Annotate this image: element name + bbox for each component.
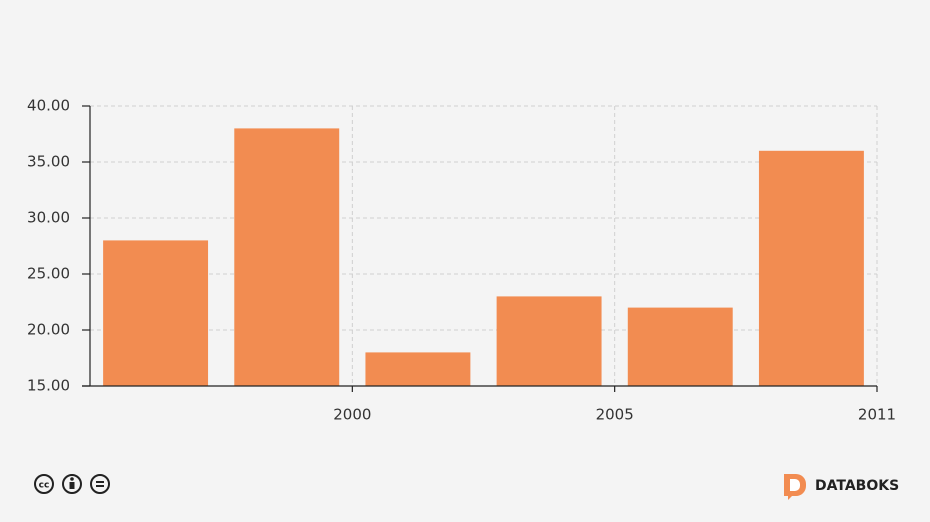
grid: [90, 105, 878, 386]
y-tick-label: 15.00: [27, 377, 70, 395]
y-tick-label: 35.00: [27, 153, 70, 171]
x-tick-label: 2000: [333, 406, 371, 424]
bar: [103, 240, 209, 386]
y-tick-label: 20.00: [27, 321, 70, 339]
y-tick-label: 25.00: [27, 265, 70, 283]
x-tick-label: 2005: [596, 406, 634, 424]
brand-name: DATABOKS: [815, 478, 899, 494]
bar: [496, 296, 602, 386]
brand-logo: [784, 474, 806, 500]
bar: [365, 352, 471, 386]
x-tick-label: 2011: [858, 406, 896, 424]
bar: [234, 128, 340, 386]
svg-text:cc: cc: [39, 481, 50, 491]
bar: [627, 307, 733, 386]
bars: [103, 128, 864, 386]
license-icons: cc: [34, 474, 110, 494]
bar: [758, 150, 864, 386]
y-tick-label: 40.00: [27, 97, 70, 115]
y-tick-label: 30.00: [27, 209, 70, 227]
